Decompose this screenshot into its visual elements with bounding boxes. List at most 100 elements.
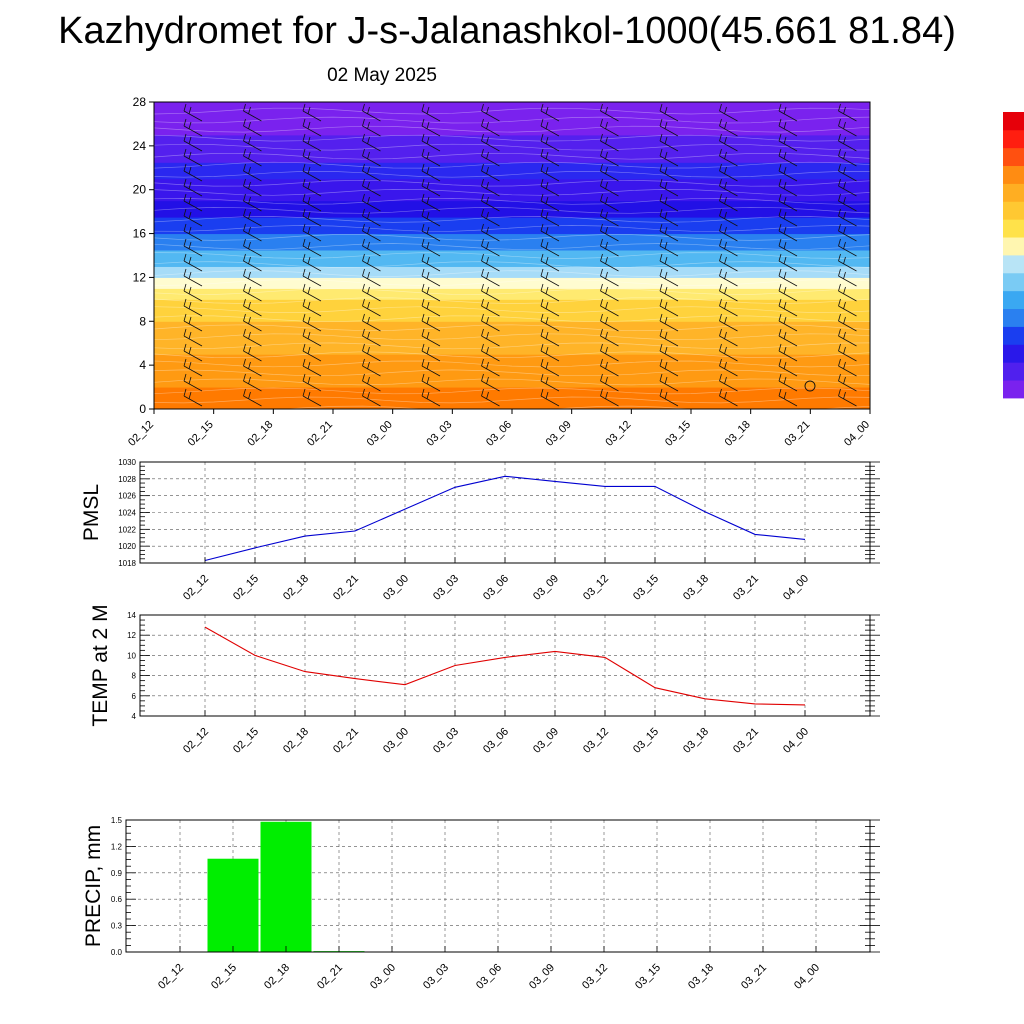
y-tick-label: 4 — [132, 712, 137, 721]
wind-barb — [659, 358, 679, 377]
wind-barb — [838, 313, 857, 332]
wind-barb — [183, 208, 203, 227]
color-layer — [154, 288, 870, 300]
wind-barb — [659, 253, 679, 272]
y-tick-label: 1018 — [118, 559, 136, 568]
wind-barb — [421, 253, 441, 272]
color-layer — [154, 134, 870, 163]
x-tick-label: 04_00 — [792, 962, 822, 992]
wind-barb — [481, 268, 500, 287]
wind-barb — [302, 268, 322, 287]
wind-barb — [600, 358, 619, 377]
wind-barb — [421, 223, 441, 242]
wind-barb — [243, 103, 262, 122]
wind-barb — [540, 373, 560, 392]
color-layer — [154, 200, 870, 218]
x-tick-label: 03_09 — [531, 573, 561, 603]
wind-barb — [362, 208, 381, 227]
y-tick-label: 4 — [139, 358, 146, 372]
wind-barb — [719, 253, 738, 272]
y-tick-label: 12 — [127, 631, 136, 640]
wind-barb — [778, 283, 798, 302]
x-tick-label: 02_21 — [305, 419, 335, 449]
wind-barb — [838, 193, 857, 212]
wind-barb — [600, 148, 619, 167]
wind-barb — [778, 268, 798, 287]
wind-barb — [362, 148, 381, 167]
wind-barb — [600, 253, 619, 272]
wind-barb — [421, 373, 441, 392]
contour-line — [154, 207, 870, 214]
wind-barb — [183, 133, 203, 152]
wind-barb — [481, 298, 500, 317]
x-tick-label: 03_00 — [381, 726, 411, 756]
x-tick-label: 03_09 — [527, 962, 557, 992]
wind-barb — [540, 238, 560, 257]
wind-barb — [838, 253, 857, 272]
forecast-date: 02 May 2025 — [327, 65, 437, 86]
x-tick-label: 03_18 — [681, 726, 711, 756]
contour-line — [154, 324, 870, 332]
contour-line — [154, 270, 870, 277]
wind-barb — [838, 133, 857, 152]
wind-barb — [838, 373, 857, 392]
x-tick-label: 03_12 — [580, 962, 610, 992]
wind-barb — [243, 313, 262, 332]
wind-barb — [302, 328, 322, 347]
wind-barb — [481, 223, 500, 242]
x-tick-label: 03_15 — [631, 573, 661, 603]
contour-line — [154, 315, 870, 323]
wind-barb — [778, 298, 798, 317]
wind-barb — [778, 148, 798, 167]
precipitation-chart: 0.0 0.3 0.6 0.9 1.2 1.5 02_12 02_15 02_18 02_21 03… — [82, 816, 880, 992]
wind-barb — [838, 223, 857, 242]
wind-barb — [302, 103, 322, 122]
x-tick-label: 02_15 — [209, 962, 239, 992]
wind-barb — [778, 358, 798, 377]
wind-barb — [540, 283, 560, 302]
x-tick-label: 04_00 — [781, 573, 811, 603]
wind-barb — [421, 178, 441, 197]
x-tick-label: 03_12 — [581, 573, 611, 603]
wind-barb — [362, 328, 381, 347]
wind-barb — [243, 373, 262, 392]
wind-barb — [362, 253, 381, 272]
x-tick-label: 02_12 — [126, 419, 156, 449]
wind-barb — [659, 148, 679, 167]
wind-barb — [362, 163, 381, 182]
wind-barb — [719, 133, 738, 152]
wind-barb — [362, 268, 381, 287]
contour-line — [154, 234, 870, 241]
wind-barb — [659, 163, 679, 182]
y-tick-label: 16 — [133, 227, 147, 241]
contour-line — [154, 360, 870, 368]
wind-barb — [243, 328, 262, 347]
wind-barb — [838, 178, 857, 197]
color-layer — [154, 250, 870, 267]
wind-barb — [540, 178, 560, 197]
y-tick-label: 8 — [132, 672, 137, 681]
wind-barb — [302, 238, 322, 257]
wind-barb — [659, 223, 679, 242]
contour-line — [154, 378, 870, 386]
wind-barb — [243, 208, 262, 227]
wind-barb — [243, 238, 262, 257]
cross-section-chart: 0 4 8 12 16 20 24 28 02_12 02_15 02_18 02_21 03_00 03… — [126, 95, 872, 449]
wind-barb — [243, 358, 262, 377]
wind-barb — [540, 193, 560, 212]
color-layer — [154, 277, 870, 289]
wind-barb — [243, 133, 262, 152]
contour-line — [154, 387, 870, 395]
wind-barb — [778, 193, 798, 212]
precip-bar — [260, 821, 312, 952]
wind-barb — [302, 298, 322, 317]
wind-barb — [659, 298, 679, 317]
wind-barb — [659, 178, 679, 197]
colorbar-swatch — [1003, 237, 1024, 256]
wind-barb — [243, 193, 262, 212]
colorbar-swatch — [1003, 272, 1024, 292]
wind-barb — [600, 268, 619, 287]
wind-barb — [302, 313, 322, 332]
wind-barb — [659, 208, 679, 227]
color-layer — [154, 162, 870, 180]
